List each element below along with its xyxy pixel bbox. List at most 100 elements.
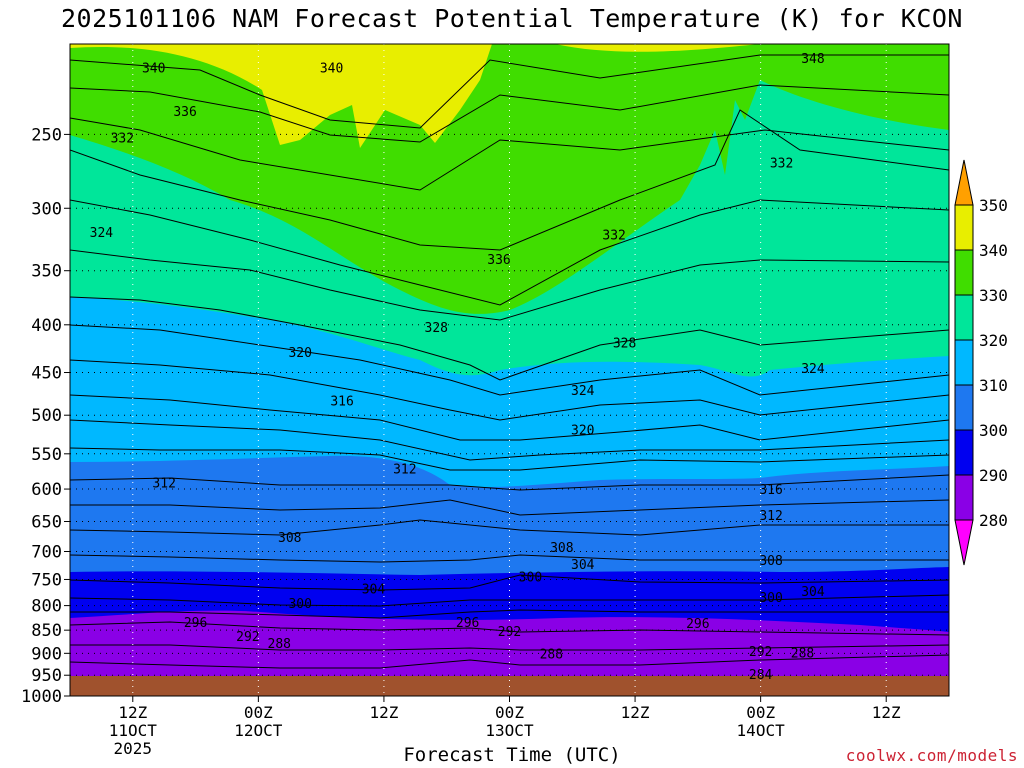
y-tick-label: 350 [31,262,62,282]
colorbar-label: 300 [979,421,1008,440]
x-tick-label: 00Z [244,703,273,722]
contour-label: 288 [791,646,814,661]
y-tick-label: 700 [31,543,62,563]
colorbar-band [954,294,974,341]
y-tick-label: 250 [31,125,62,145]
colorbar-label: 280 [979,511,1008,530]
contour-label: 312 [759,509,782,524]
contour-label: 304 [801,585,825,600]
contour-label: 308 [759,554,782,569]
x-tick-label: 12Z [118,703,147,722]
isentrope [70,84,949,143]
isentrope [70,554,949,563]
chart-title: 2025101106 NAM Forecast Potential Temper… [61,4,963,33]
x-tick-label: 12Z [872,703,901,722]
isentrope [70,54,949,129]
contour-label: 312 [393,462,416,477]
contour-label: 292 [498,625,521,640]
band-280-290 [70,610,949,696]
isentropes [70,54,949,669]
contour-label: 300 [288,597,311,612]
y-tick-label: 750 [31,570,62,590]
x-axis-label: Forecast Time (UTC) [403,744,621,766]
x-tick-label: 2025 [114,739,153,758]
contour-label: 296 [184,616,207,631]
y-tick-label: 400 [31,316,62,336]
isentrope [70,394,949,441]
isentrope [70,499,949,516]
contour-label: 348 [801,52,824,67]
y-tick-label: 850 [31,621,62,641]
credit-text: coolwx.com/models [845,746,1018,765]
colorbar-label: 350 [979,196,1008,215]
y-tick-label: 600 [31,480,62,500]
contour-label: 324 [571,384,595,399]
colorbar-band [954,474,974,521]
x-tick-label: 14OCT [737,721,786,740]
contour-label: 328 [613,337,636,352]
colorbar-label: 340 [979,241,1008,260]
contour-label: 320 [571,424,594,439]
plot-field: 340 340 348 336 332 332 324 336 332 328 328 320 324 3… [70,44,949,696]
colorbar-low-arrow [954,519,974,566]
contour-labels: 340 340 348 336 332 332 324 336 332 328 328 320 324 3… [90,52,825,683]
contour-label: 304 [362,583,386,598]
contour-label: 296 [686,617,709,632]
contour-label: 332 [111,132,134,147]
isentrope [70,621,949,636]
isentrope [70,359,949,421]
y-tick-label: 550 [31,445,62,465]
colorbar: 280 290 300 310 320 330 340 350 [954,159,1008,566]
contour-label: 288 [540,647,563,662]
isentrope [70,419,949,461]
contour-label: 308 [278,531,301,546]
contour-label: 304 [571,558,595,573]
contour-label: 292 [236,630,259,645]
grid-lines [70,44,949,696]
contour-label: 316 [759,483,782,498]
contour-label: 332 [770,157,793,172]
isentrope [70,644,949,651]
isentrope [70,474,949,491]
y-tick-label: 1000 [21,687,62,707]
contour-label: 340 [320,62,343,77]
y-tick-label: 500 [31,406,62,426]
colorbar-band [954,249,974,296]
x-tick-label: 00Z [746,703,775,722]
contour-label: 288 [268,637,291,652]
isentrope [70,594,949,607]
contour-label: 292 [749,645,772,660]
contour-label: 308 [550,541,573,556]
contour-label: 320 [288,346,311,361]
isentrope [70,199,949,306]
isentrope [70,574,949,591]
x-tick-label: 00Z [495,703,524,722]
contour-label: 324 [90,226,114,241]
y-axis: 250 300 350 400 450 500 550 600 650 700 750 800 850 9… [21,125,70,707]
colorbar-high-arrow [954,159,974,206]
isentrope [70,654,949,669]
isentrope [70,249,949,321]
isentrope [70,609,949,619]
x-tick-label: 12OCT [234,721,283,740]
contour-label: 324 [801,362,825,377]
contour-label: 312 [152,476,175,491]
colorbar-band [954,429,974,476]
isentrope [70,109,949,251]
contour-label: 300 [759,591,782,606]
isentrope [70,117,949,191]
y-tick-label: 950 [31,666,62,686]
y-tick-label: 900 [31,644,62,664]
colorbar-label: 310 [979,376,1008,395]
y-tick-label: 300 [31,199,62,219]
x-tick-label: 13OCT [485,721,534,740]
contour-label: 336 [487,253,510,268]
colorbar-band [954,384,974,431]
colorbar-label: 330 [979,286,1008,305]
contour-label: 328 [425,321,448,336]
isentrope [70,296,949,381]
contour-label: 336 [173,105,196,120]
contour-label: 300 [519,571,542,586]
